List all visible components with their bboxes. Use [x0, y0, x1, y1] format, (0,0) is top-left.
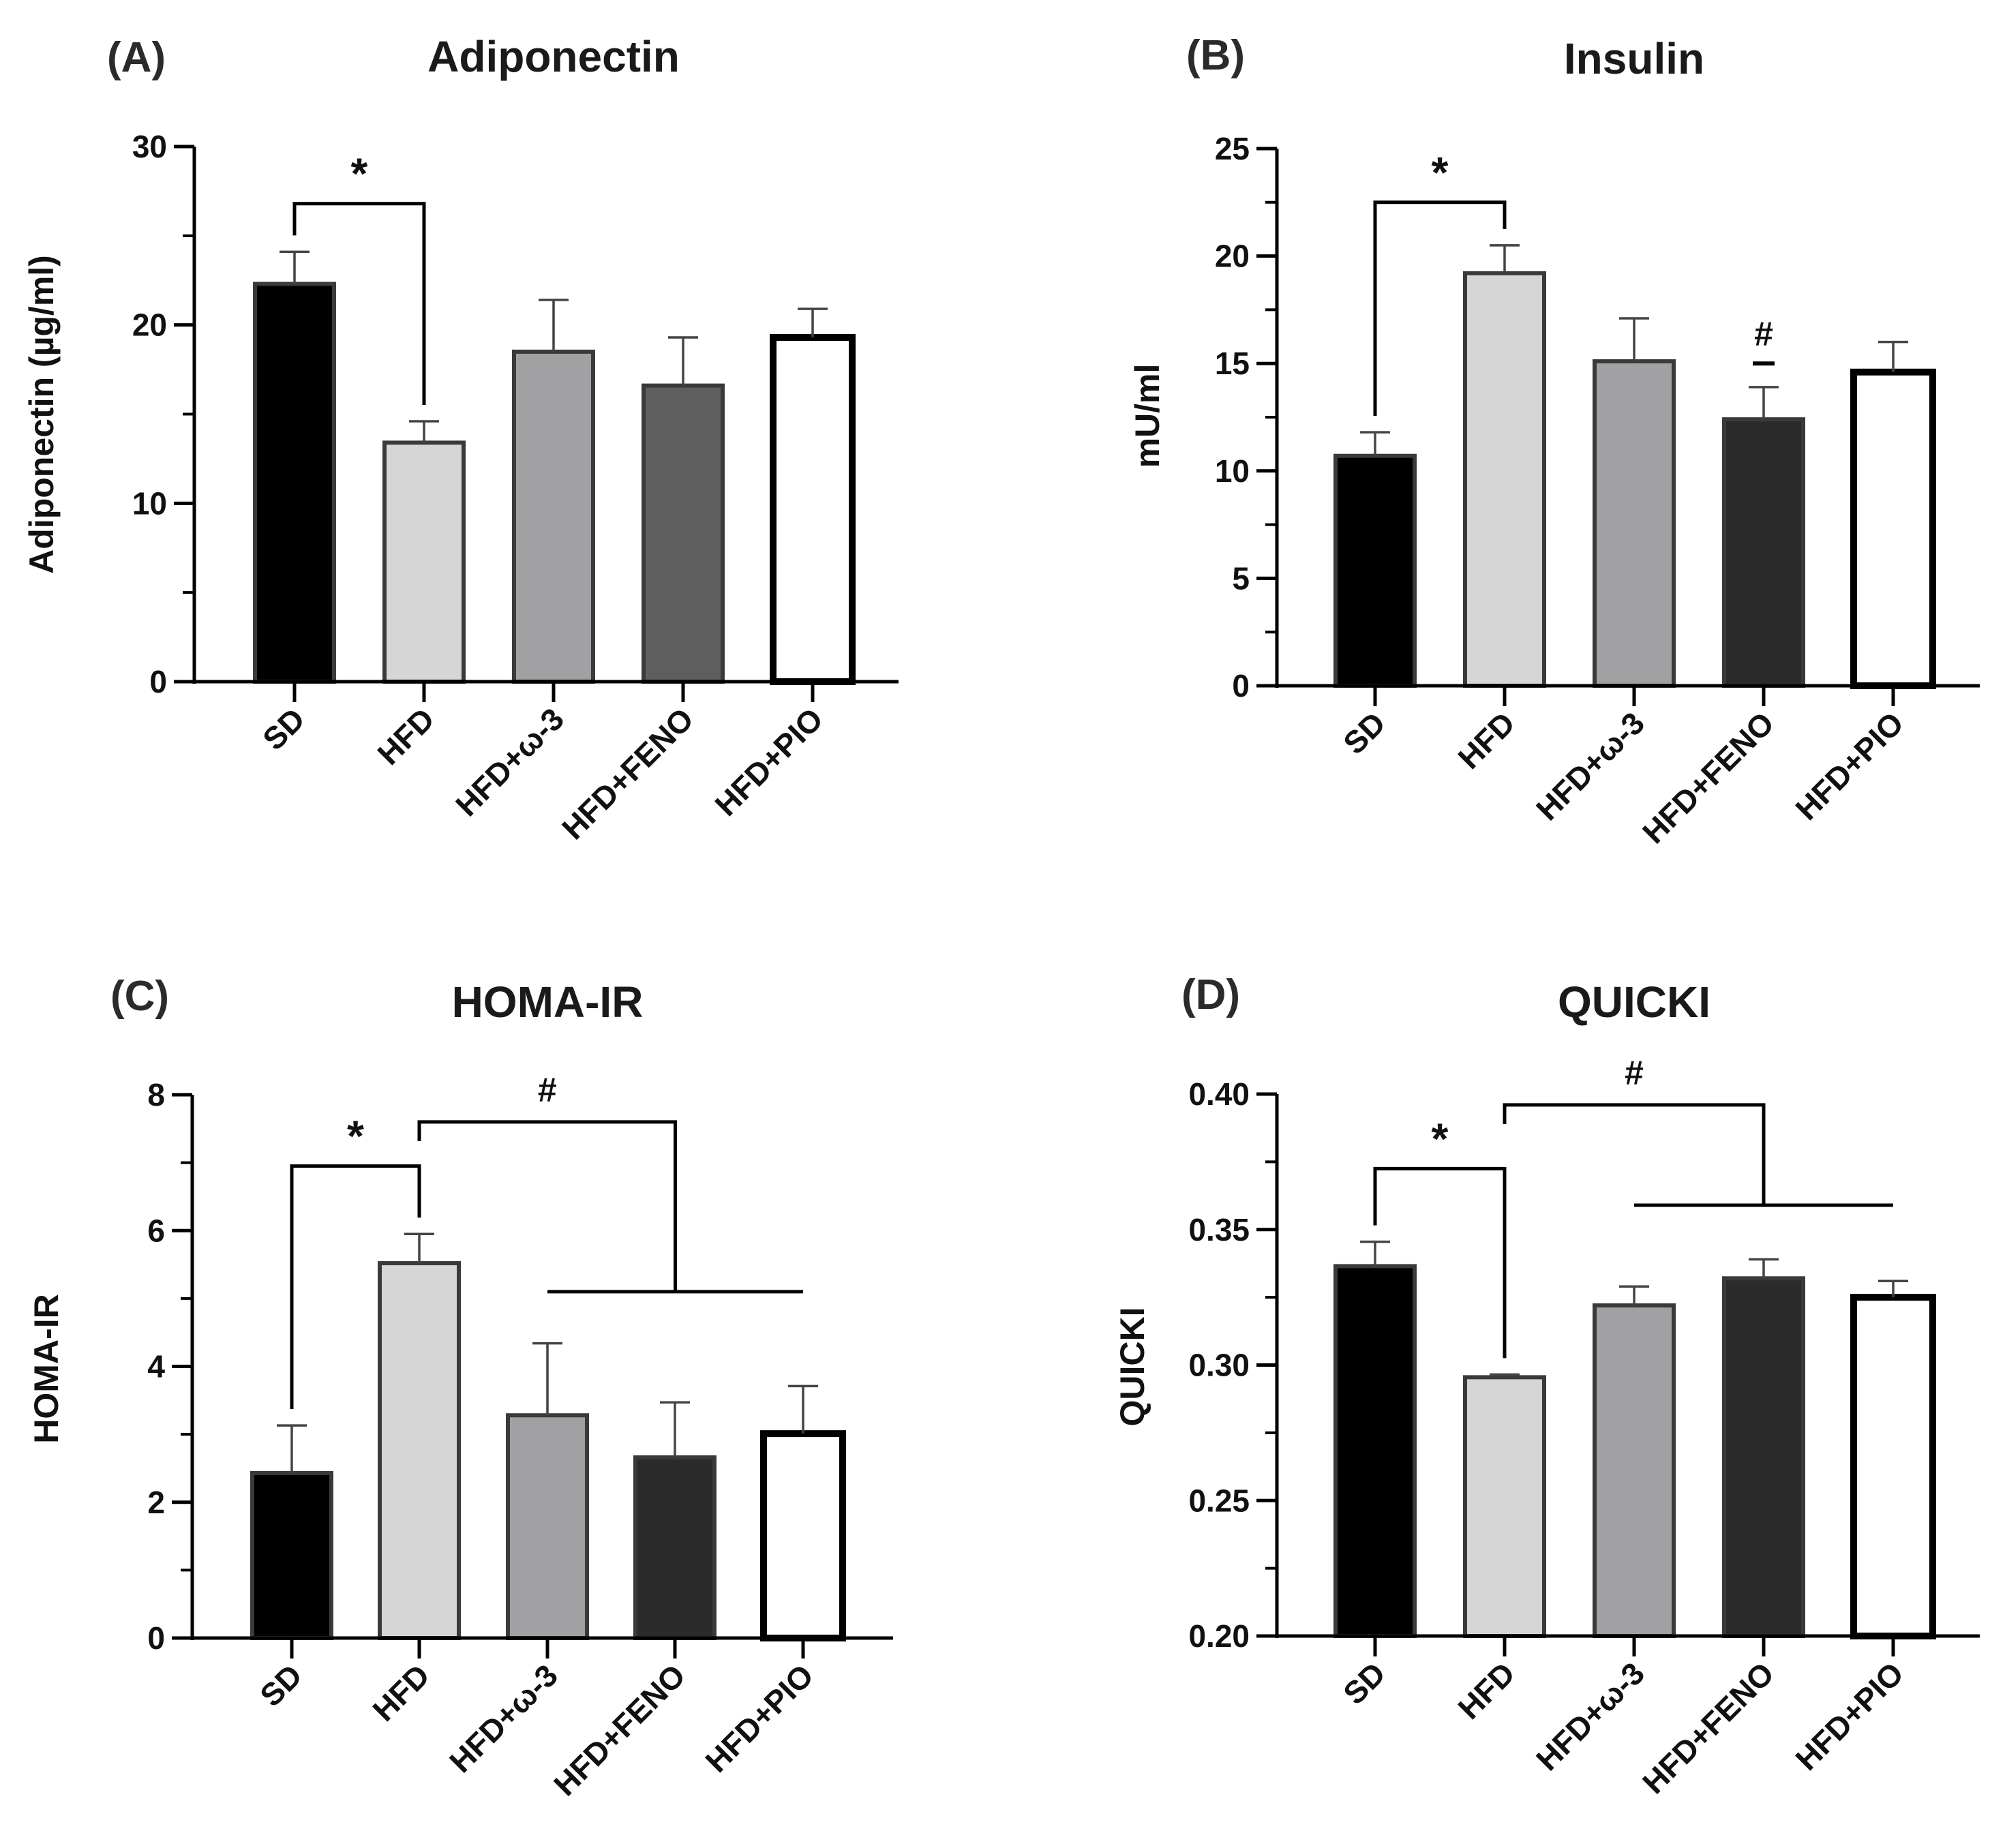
panel-label: (B): [1186, 32, 1245, 79]
bar: [1463, 271, 1546, 688]
x-tick-label: SD: [253, 1657, 309, 1713]
y-tick-label: 4: [147, 1349, 165, 1384]
y-tick-label: 5: [1232, 560, 1250, 596]
x-tick-label: HFD+ω-3: [449, 701, 571, 823]
x-tick-label: HFD+PIO: [1788, 705, 1910, 827]
significance-mark: #: [538, 1071, 557, 1109]
y-tick-label: 0.25: [1188, 1483, 1250, 1518]
y-tick-label: 6: [147, 1213, 165, 1248]
x-tick-label: SD: [1336, 705, 1392, 761]
y-axis-label: HOMA-IR: [27, 1294, 65, 1443]
bar: [1593, 359, 1676, 688]
y-tick-label: 2: [147, 1485, 165, 1520]
bar: [253, 282, 336, 684]
x-tick-label: HFD+FENO: [1635, 1655, 1781, 1800]
bar: [1593, 1303, 1676, 1639]
y-tick-label: 0: [147, 1620, 165, 1656]
significance-mark: *: [1432, 148, 1449, 197]
y-tick-label: 0: [1232, 668, 1250, 703]
y-tick-label: 15: [1215, 346, 1250, 381]
bar: [1722, 417, 1805, 688]
y-tick-label: 8: [147, 1077, 165, 1112]
chart-title: Adiponectin: [427, 32, 680, 81]
significance-bracket: [1503, 1103, 1766, 1205]
y-tick-label: 0: [149, 664, 167, 699]
bar: [1333, 1264, 1417, 1638]
y-axis-label: mU/ml: [1128, 364, 1166, 468]
panel-label: (C): [110, 973, 169, 1020]
x-tick-label: HFD: [370, 701, 441, 772]
panel-c: (C) HOMA-IR HOMA-IR 0 2 4 6 8 SD HFD HFD+ω-3HFD+FE…: [27, 973, 893, 1802]
y-tick-label: 10: [132, 485, 167, 521]
x-tick-label: HFD: [365, 1657, 436, 1728]
x-tick-label: SD: [1336, 1655, 1392, 1711]
significance-mark: *: [1432, 1114, 1449, 1163]
bar: [1850, 368, 1936, 689]
y-tick-label: 30: [132, 129, 167, 164]
significance-bracket: [417, 1120, 677, 1292]
bar: [382, 440, 466, 684]
significance-bracket: [1373, 200, 1507, 416]
bar: [1463, 1375, 1546, 1638]
x-tick-label: HFD+PIO: [708, 701, 830, 823]
panel-label: (D): [1181, 971, 1240, 1018]
significance-bracket: [292, 202, 426, 405]
significance-bracket: [290, 1164, 421, 1410]
y-tick-label: 0.40: [1188, 1076, 1250, 1112]
bar: [1333, 453, 1417, 688]
panel-d: (D) QUICKI QUICKI 0.20 0.25 0.30 0.35 0.40 SD HFD…: [1113, 971, 1980, 1800]
bar: [1722, 1276, 1805, 1639]
x-tick-label: HFD+ω-3: [442, 1657, 564, 1779]
x-tick-label: HFD+FENO: [1635, 705, 1781, 850]
x-tick-label: HFD+ω-3: [1529, 705, 1651, 827]
bar: [1850, 1294, 1936, 1639]
y-tick-label: 20: [1215, 239, 1250, 274]
bar: [760, 1430, 846, 1641]
bar: [642, 383, 725, 684]
x-tick-label: HFD+FENO: [555, 701, 700, 846]
y-tick-label: 20: [132, 307, 167, 343]
x-tick-label: HFD+FENO: [547, 1657, 692, 1802]
x-tick-label: HFD: [1451, 705, 1522, 776]
y-tick-label: 0.35: [1188, 1212, 1250, 1247]
bar: [770, 333, 856, 685]
x-tick-label: HFD+PIO: [698, 1657, 820, 1779]
bar: [633, 1455, 717, 1641]
significance-bracket: [1373, 1166, 1507, 1359]
significance-mark: #: [1625, 1054, 1644, 1092]
x-tick-label: SD: [256, 701, 312, 757]
y-tick-label: 0.20: [1188, 1618, 1250, 1654]
bar: [250, 1470, 333, 1640]
x-tick-label: HFD+PIO: [1788, 1655, 1910, 1777]
bar: [512, 349, 595, 684]
y-tick-label: 10: [1215, 453, 1250, 489]
significance-mark: #: [1754, 315, 1773, 353]
bar: [378, 1261, 461, 1640]
significance-mark: *: [347, 1112, 364, 1161]
x-tick-label: HFD: [1451, 1655, 1522, 1726]
chart-title: HOMA-IR: [452, 978, 644, 1027]
chart-title: Insulin: [1564, 34, 1704, 83]
y-tick-label: 25: [1215, 131, 1250, 166]
chart-title: QUICKI: [1558, 978, 1710, 1027]
panel-a: (A) Adiponectin Adiponectin (µg/ml) 0 10 20 30…: [22, 32, 899, 846]
panel-label: (A): [107, 34, 166, 81]
y-axis-label: Adiponectin (µg/ml): [22, 255, 61, 574]
significance-mark: *: [351, 149, 368, 198]
x-tick-label: HFD+ω-3: [1529, 1655, 1651, 1777]
y-axis-label: QUICKI: [1113, 1307, 1151, 1427]
y-tick-label: 0.30: [1188, 1348, 1250, 1383]
bar: [506, 1413, 589, 1640]
